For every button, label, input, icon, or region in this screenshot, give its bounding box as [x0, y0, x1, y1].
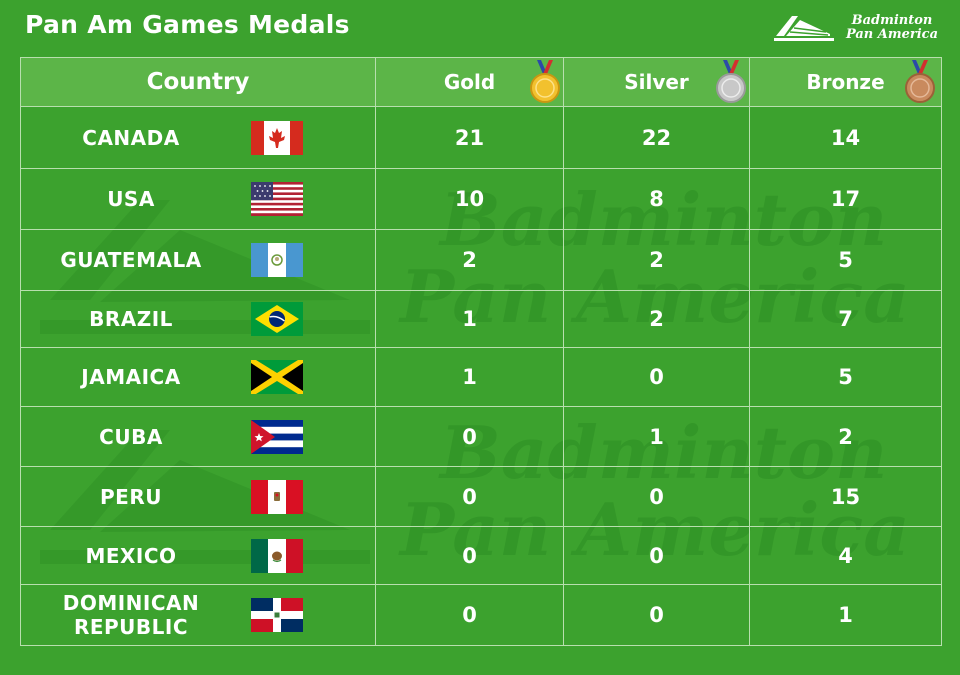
bronze-count: 15 [830, 484, 861, 509]
table-header-row: Country Gold Silver Bronze [21, 58, 941, 107]
cuba-flag-icon [251, 419, 303, 454]
silver-count: 0 [564, 467, 750, 526]
country-name: JAMAICA [81, 365, 181, 389]
country-cell: BRAZIL [21, 291, 376, 347]
gold-medal-icon [530, 60, 560, 103]
country-cell: PERU [21, 467, 376, 526]
table-row: BRAZIL 1 2 7 [21, 291, 941, 348]
logo-text-line2: Pan America [845, 27, 939, 42]
guatemala-flag-icon [251, 243, 303, 277]
badminton-pan-america-logo: Badminton Pan America [772, 12, 942, 44]
jamaica-flag-icon [251, 360, 303, 394]
silver-count: 1 [564, 407, 750, 466]
column-header-country: Country [21, 58, 376, 106]
table-row: USA 10 8 17 [21, 169, 941, 230]
bronze-count: 1 [838, 603, 853, 627]
table-row: CANADA 21 22 14 [21, 107, 941, 169]
page-title: Pan Am Games Medals [25, 10, 350, 39]
dominican-republic-flag-icon [251, 598, 303, 632]
table-row: PERU 0 0 15 [21, 467, 941, 527]
table-row: CUBA 0 1 2 [21, 407, 941, 467]
silver-count: 8 [564, 169, 750, 229]
column-header-gold-label: Gold [443, 70, 496, 94]
bronze-count: 4 [838, 543, 853, 568]
country-cell: MEXICO [21, 527, 376, 584]
bronze-count: 17 [830, 187, 861, 211]
silver-count: 2 [564, 291, 750, 347]
canada-flag-icon [251, 120, 303, 155]
country-name: USA [107, 187, 155, 211]
silver-count: 22 [564, 107, 750, 168]
bronze-count: 14 [830, 125, 861, 150]
medal-table: Country Gold Silver Bronze [20, 57, 942, 646]
column-header-bronze: Bronze [750, 58, 941, 106]
country-cell: JAMAICA [21, 348, 376, 406]
gold-count: 1 [376, 291, 564, 347]
gold-count: 21 [376, 107, 564, 168]
bronze-medal-icon [905, 60, 935, 103]
silver-count: 2 [564, 230, 750, 290]
column-header-bronze-label: Bronze [806, 70, 885, 94]
gold-count: 0 [376, 585, 564, 645]
country-cell: DOMINICAN REPUBLIC [21, 585, 376, 645]
country-name: CUBA [99, 424, 163, 449]
country-name: PERU [100, 484, 162, 509]
silver-medal-icon [716, 60, 746, 103]
silver-count: 0 [564, 348, 750, 406]
gold-count: 0 [376, 467, 564, 526]
table-row: GUATEMALA 2 2 5 [21, 230, 941, 291]
bronze-count: 7 [838, 307, 853, 331]
bronze-count: 5 [838, 365, 853, 389]
gold-count: 2 [376, 230, 564, 290]
column-header-gold: Gold [376, 58, 564, 106]
silver-count: 0 [564, 527, 750, 584]
silver-count: 0 [564, 585, 750, 645]
column-header-silver: Silver [564, 58, 750, 106]
gold-count: 0 [376, 407, 564, 466]
logo-text-line1: Badminton [851, 13, 933, 28]
country-name: CANADA [82, 125, 180, 150]
bronze-count: 5 [838, 248, 853, 272]
country-name: GUATEMALA [60, 248, 202, 272]
country-name: MEXICO [85, 543, 177, 568]
country-cell: CUBA [21, 407, 376, 466]
gold-count: 1 [376, 348, 564, 406]
gold-count: 0 [376, 527, 564, 584]
gold-count: 10 [376, 169, 564, 229]
table-row: MEXICO 0 0 4 [21, 527, 941, 585]
country-name: BRAZIL [89, 307, 173, 331]
usa-flag-icon [251, 182, 303, 216]
mexico-flag-icon [251, 538, 303, 573]
country-cell: GUATEMALA [21, 230, 376, 290]
column-header-silver-label: Silver [624, 70, 689, 94]
shuttlecock-logo-icon [774, 16, 834, 41]
country-cell: CANADA [21, 107, 376, 168]
peru-flag-icon [251, 479, 303, 514]
table-row: JAMAICA 1 0 5 [21, 348, 941, 407]
bronze-count: 2 [838, 424, 853, 449]
brazil-flag-icon [251, 302, 303, 336]
country-name: DOMINICAN REPUBLIC [62, 591, 200, 639]
country-cell: USA [21, 169, 376, 229]
table-row: DOMINICAN REPUBLIC 0 0 1 [21, 585, 941, 645]
